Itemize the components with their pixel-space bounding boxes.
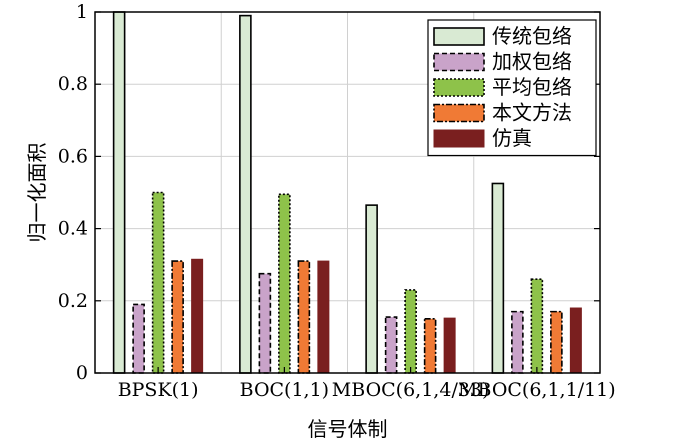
- x-tick-label: BOC(1,1): [240, 379, 329, 401]
- legend-label: 仿真: [492, 126, 532, 150]
- legend-swatch: [433, 52, 485, 72]
- x-axis-label: 信号体制: [308, 417, 388, 441]
- x-tick-label: BPSK(1): [118, 379, 199, 401]
- bar: [151, 191, 165, 374]
- bar: [530, 278, 544, 374]
- legend-label: 平均包络: [492, 75, 572, 99]
- bar: [191, 258, 204, 374]
- bar: [569, 307, 582, 374]
- legend-swatch: [433, 27, 485, 46]
- y-tick-label: 0.2: [58, 290, 88, 312]
- y-axis-label: 归一化面积: [25, 143, 49, 243]
- bar: [171, 260, 184, 374]
- bar: [317, 260, 330, 374]
- bar: [365, 204, 378, 374]
- bar: [404, 289, 417, 374]
- bar: [491, 182, 505, 374]
- legend-swatch: [433, 129, 485, 148]
- x-axis-ticks: BPSK(1) BOC(1,1) MBOC(6,1,4/33)MBOC(6,1,1/…: [118, 367, 616, 401]
- bar: [112, 11, 126, 374]
- bar: [423, 318, 437, 374]
- x-tick-label: MBOC(6,1,1/11): [458, 379, 616, 401]
- bar: [384, 316, 398, 374]
- legend-label: 传统包络: [492, 24, 572, 48]
- plot-frame: [94, 11, 601, 374]
- bar: [258, 272, 272, 374]
- legend-swatch: [433, 103, 485, 123]
- y-axis-ticks: 0 0.2 0.4 0.6 0.8 1: [58, 1, 600, 384]
- y-tick-label: 0: [76, 362, 88, 384]
- y-tick-label: 1: [76, 1, 88, 23]
- bar: [239, 14, 252, 374]
- bar: [278, 193, 291, 374]
- y-tick-label: 0.8: [58, 73, 88, 95]
- bar: [443, 317, 456, 374]
- y-tick-label: 0.6: [58, 145, 88, 167]
- bar: [511, 310, 524, 374]
- legend-swatch: [433, 78, 485, 97]
- y-tick-label: 0.4: [58, 218, 88, 240]
- x-tick-label: MBOC(6,1,4/33): [332, 379, 490, 401]
- bar: [297, 260, 311, 374]
- legend-label: 加权包络: [492, 50, 572, 74]
- legend-label: 本文方法: [492, 101, 572, 125]
- bar: [550, 310, 563, 374]
- bar: [132, 303, 145, 374]
